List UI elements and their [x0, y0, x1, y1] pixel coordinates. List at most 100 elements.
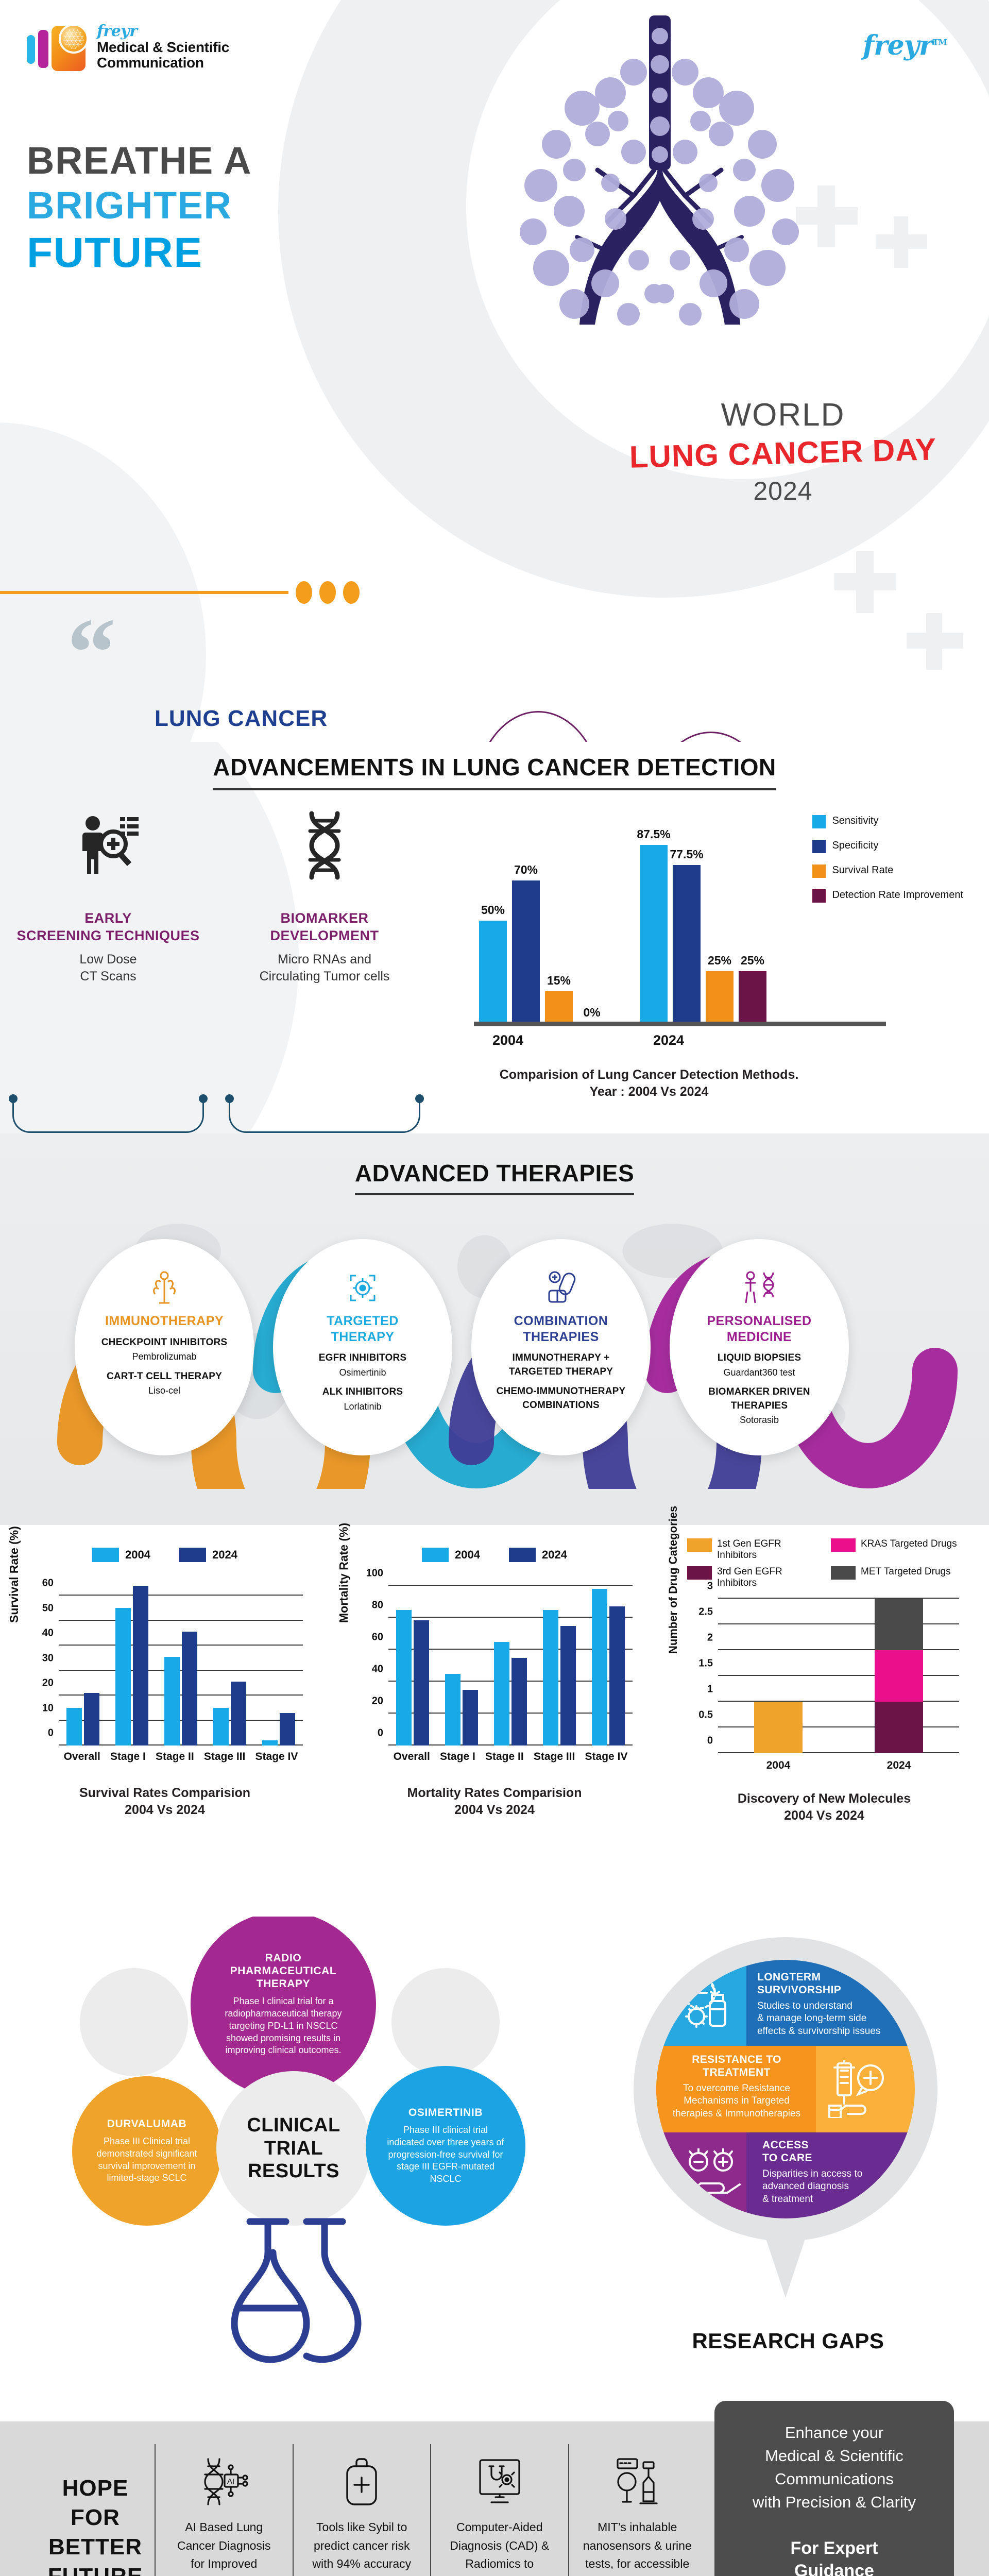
bar: 25%: [706, 954, 734, 1022]
gap-title-l1: ACCESS: [762, 2139, 809, 2151]
x-tick-label: Stage III: [533, 1751, 575, 1762]
dna-ai-icon: AI: [169, 2453, 279, 2510]
detection-bracket: [225, 1094, 424, 1133]
y-tick: 60: [42, 1577, 54, 1589]
bar-group: [875, 1599, 923, 1754]
bar-label: 25%: [707, 954, 732, 967]
immune-cell-icon: [148, 1268, 181, 1308]
decorative-cross-icon: [796, 185, 858, 247]
x-tick-label: Overall: [393, 1751, 430, 1762]
bar-group: [542, 1609, 576, 1745]
stat-bubble-diseased: 1.8M DISEASED in 2020: [646, 732, 775, 742]
legend-item: 2004: [422, 1548, 480, 1562]
x-tick-label: Stage II: [155, 1751, 194, 1762]
headline-line-3: FUTURE: [27, 229, 203, 276]
therapy-row-bold: IMMUNOTHERAPY +: [512, 1352, 610, 1363]
logo-script-text: freyr: [97, 22, 138, 41]
hope-section: HOPE FOR BETTER FUTURE AI AI Based L: [0, 2401, 989, 2576]
y-tick: 20: [371, 1695, 383, 1707]
y-tick: 80: [371, 1599, 383, 1611]
freyr-logo-top-right[interactable]: freyrTM: [863, 30, 947, 61]
survival-legend: 2004 2024: [14, 1548, 315, 1562]
hope-column-text: MIT’s inhalable nanosensors & urine test…: [583, 2520, 692, 2576]
bar-label: 50%: [481, 903, 505, 917]
hope-title-l1: HOPE: [62, 2475, 129, 2501]
bar-group: [493, 1641, 527, 1745]
y-tick: 1: [707, 1683, 713, 1695]
therapy-row-bold: COMBINATIONS: [522, 1400, 600, 1411]
therapy-row-normal: Osimertinib: [339, 1367, 386, 1378]
hero-section: freyr Medical & Scientific Communication…: [0, 0, 989, 742]
legend-label: KRAS Targeted Drugs: [861, 1538, 957, 1549]
bar: [181, 1632, 197, 1745]
trial-body: Phase I clinical trial for a radiopharma…: [225, 1996, 342, 2056]
center-line-3: RESULTS: [247, 2160, 340, 2182]
hope-title-l4: FUTURE: [36, 2562, 155, 2576]
legend-label: Detection Rate Improvement: [832, 889, 963, 901]
cta-line-2: Medical & Scientific: [765, 2446, 903, 2465]
bar: [414, 1620, 430, 1745]
y-tick: 50: [42, 1602, 54, 1614]
therapy-card-targeted: TARGETED THERAPY EGFR INHIBITORS Osimerti…: [273, 1239, 452, 1455]
chart-subtitle: 2004 Vs 2024: [454, 1802, 535, 1817]
legend-label: MET Targeted Drugs: [861, 1566, 951, 1577]
chart-title: Discovery of New Molecules: [737, 1791, 911, 1806]
bar: [511, 1657, 527, 1745]
event-word-world: WORLD: [721, 397, 845, 433]
legend-label: Survival Rate: [832, 865, 894, 876]
trial-card-durvalumab: DURVALUMAB Phase III Clinical trial demo…: [72, 2076, 221, 2226]
x-tick-label: Stage IV: [255, 1751, 298, 1762]
segment-text-longterm: LONGTERM SURVIVORSHIP Studies to underst…: [757, 1971, 907, 2038]
detection-section: ADVANCEMENTS IN LUNG CANCER DETECTION: [0, 742, 989, 1133]
legend-item: 2024: [179, 1548, 237, 1562]
therapy-card-name: IMMUNOTHERAPY: [105, 1314, 224, 1328]
hope-title: HOPE FOR BETTER FUTURE: [36, 2444, 155, 2576]
bar-group: [213, 1682, 246, 1745]
trademark-symbol: TM: [932, 37, 947, 47]
divider-dot: [343, 581, 360, 604]
syringe-hand-icon: [828, 2060, 884, 2118]
divider-dot: [296, 581, 312, 604]
bar: [133, 1585, 149, 1745]
detection-column-biomarker: BIOMARKER DEVELOPMENT Micro RNAs and Cir…: [216, 802, 433, 1133]
survival-x-labels: Overall Stage I Stage II Stage III Stage…: [59, 1751, 303, 1763]
mortality-x-labels: Overall Stage I Stage II Stage III Stage…: [388, 1751, 633, 1763]
therapy-row-bold: CART-T CELL THERAPY: [106, 1370, 223, 1382]
quote-mark-icon: “: [67, 599, 116, 707]
detection-col-desc-2: CT Scans: [80, 969, 137, 984]
brand-logo[interactable]: freyr Medical & Scientific Communication: [27, 23, 229, 72]
therapy-row-bold: EGFR INHIBITORS: [318, 1352, 407, 1363]
cta-headline-l1: For Expert: [790, 2538, 878, 2558]
bar-group: [591, 1589, 625, 1745]
chart-detection-methods: Sensitivity Specificity Survival Rate De…: [433, 802, 968, 1100]
event-name: LUNG CANCER DAY: [629, 432, 937, 474]
x-tick-label: 2004: [766, 1759, 791, 1772]
cad-monitor-icon: [445, 2453, 555, 2510]
bar: [591, 1589, 607, 1745]
legend-item: Detection Rate Improvement: [812, 889, 963, 903]
chart-subtitle: Year : 2004 Vs 2024: [589, 1084, 709, 1099]
gap-body-l1: Disparities in access to: [762, 2168, 863, 2179]
y-tick: 40: [42, 1627, 54, 1639]
center-line-2: TRIAL: [264, 2137, 323, 2159]
bar: [230, 1682, 246, 1745]
gap-title-l1: RESISTANCE TO: [692, 2054, 781, 2065]
trial-title: DURVALUMAB: [107, 2117, 187, 2130]
bar-segment-1st-gen-egfr: [754, 1702, 803, 1754]
bar: [213, 1708, 229, 1745]
gap-body-l3: effects & survivorship issues: [757, 2025, 881, 2037]
y-tick: 2: [707, 1632, 713, 1643]
legend-label: Sensitivity: [832, 815, 879, 826]
orange-divider: [0, 581, 360, 604]
bar-group: [262, 1713, 295, 1745]
y-tick: 0: [47, 1727, 54, 1739]
gap-title-l1: LONGTERM: [757, 1971, 821, 1983]
therapy-row-bold: ALK INHIBITORS: [322, 1386, 403, 1398]
detection-bg-curve: [0, 742, 299, 1133]
bar: 77.5%: [670, 848, 704, 1022]
legend-item: 1st Gen EGFR Inhibitors: [687, 1538, 817, 1561]
y-axis-label: Number of Drug Categories: [667, 1505, 679, 1654]
legend-label: 1st Gen EGFR Inhibitors: [717, 1538, 781, 1561]
x-tick-label: Stage I: [110, 1751, 146, 1762]
nanosensor-icon: [583, 2453, 693, 2510]
